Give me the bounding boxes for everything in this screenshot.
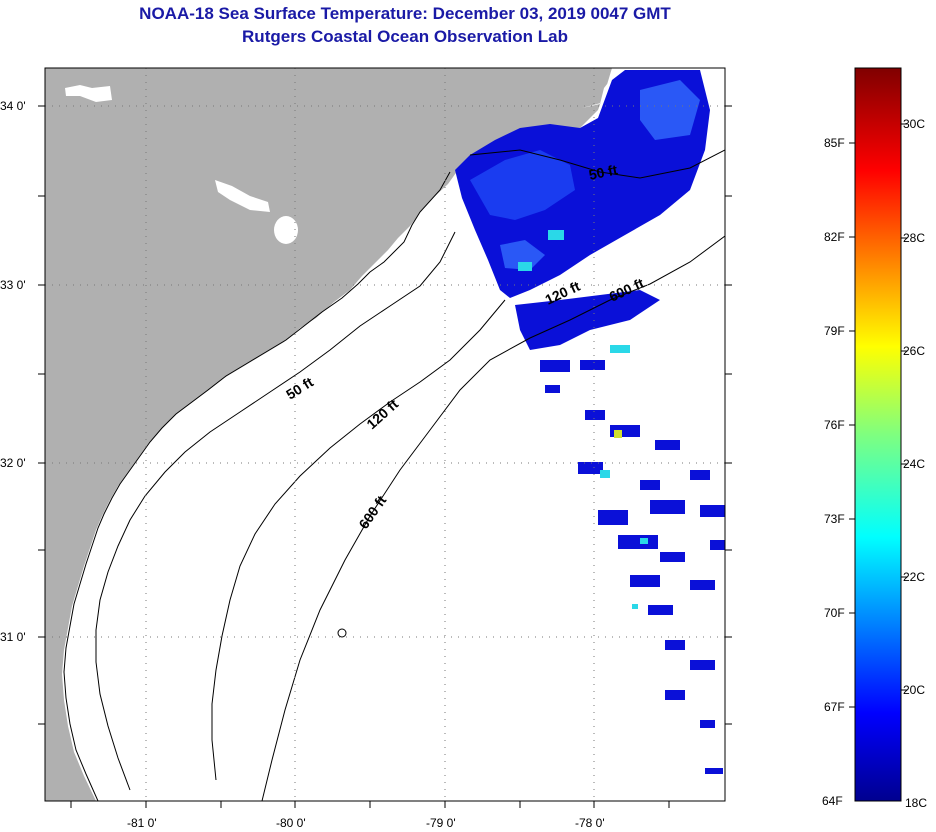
isobath-label-50ft-offshore: 50 ft (587, 161, 619, 183)
seamount-contour (337, 628, 347, 638)
lon-label-79: -79 0' (426, 816, 456, 830)
map-title: NOAA-18 Sea Surface Temperature: Decembe… (139, 4, 671, 23)
colorbar-f-64: 64F (822, 794, 843, 808)
colorbar-c-28: 28C (903, 231, 926, 245)
lat-label-33: 33 0' (0, 278, 26, 292)
colorbar-f-76: 76F (824, 418, 845, 432)
map-frame (44, 67, 726, 802)
colorbar-c-22: 22C (903, 570, 926, 584)
colorbar-c-26: 26C (903, 344, 926, 358)
isobath-600ft (261, 235, 725, 801)
map-subtitle: Rutgers Coastal Ocean Observation Lab (242, 27, 568, 46)
coastline (63, 171, 451, 801)
lat-label-31: 31 0' (0, 630, 26, 644)
isobath-50ft (95, 231, 456, 791)
lat-label-32: 32 0' (0, 456, 26, 470)
colorbar-f-79: 79F (824, 324, 845, 338)
isobath-120ft (211, 299, 506, 781)
colorbar-c-24: 24C (903, 457, 926, 471)
sst-swath (455, 70, 725, 774)
axis-ticks (38, 105, 732, 808)
colorbar-c-18: 18C (905, 796, 928, 810)
land-mass (45, 68, 612, 801)
colorbar-f-85: 85F (824, 136, 845, 150)
colorbar (854, 67, 902, 802)
colorbar-c-20: 20C (903, 683, 926, 697)
inland-lake (65, 85, 112, 102)
colorbar-f-73: 73F (824, 512, 845, 526)
inland-lake (274, 216, 298, 244)
lon-label-81: -81 0' (127, 816, 157, 830)
lon-label-80: -80 0' (276, 816, 306, 830)
colorbar-f-70: 70F (824, 606, 845, 620)
lat-label-34: 34 0' (0, 99, 26, 113)
colorbar-f-82: 82F (824, 230, 845, 244)
colorbar-ticks (849, 123, 907, 708)
colorbar-f-67: 67F (824, 700, 845, 714)
lon-label-78: -78 0' (575, 816, 605, 830)
isobath-50ft-offshore (469, 149, 725, 179)
inland-lake (215, 180, 270, 212)
colorbar-c-30: 30C (903, 117, 926, 131)
